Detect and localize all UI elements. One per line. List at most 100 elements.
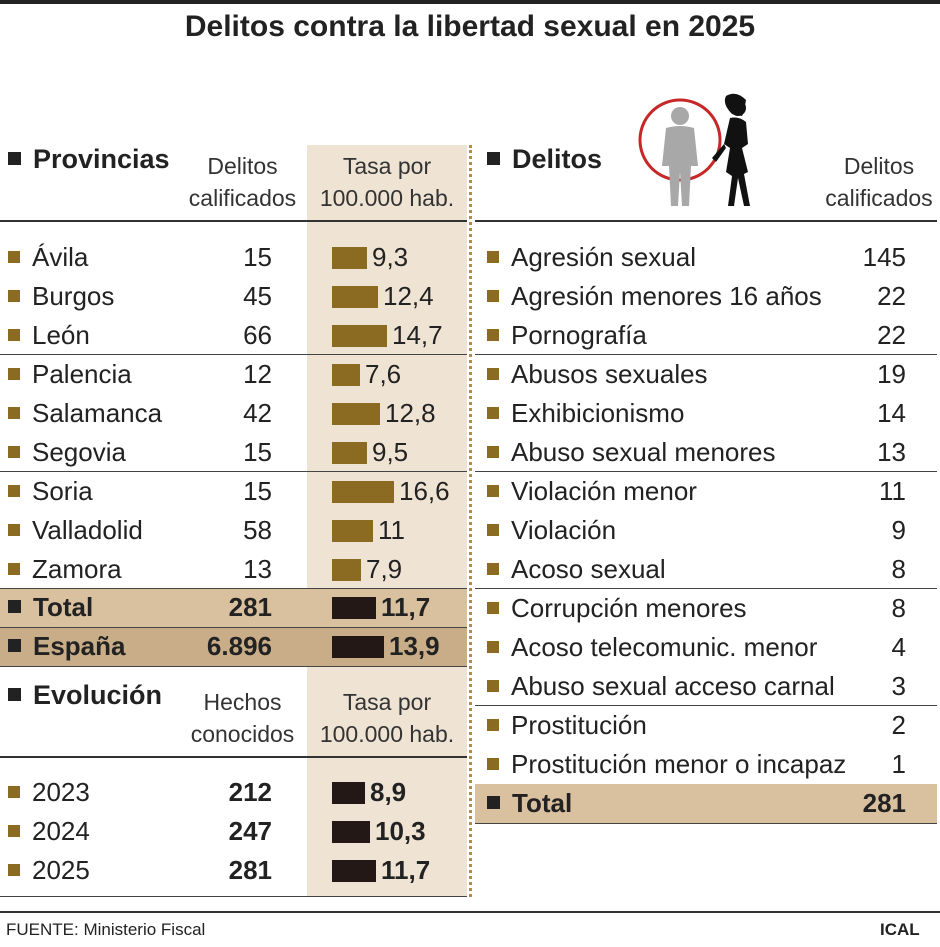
tasa-value: 11	[378, 515, 405, 545]
total-row-bg	[0, 588, 467, 627]
col-header-line: Delitos	[207, 153, 278, 179]
provincia-name: Soria	[8, 472, 93, 511]
delito-name: Pornografía	[487, 316, 647, 355]
delito-label: Violación	[511, 515, 617, 545]
delito-value: 11	[879, 476, 906, 506]
tasa-value: 13,9	[389, 631, 440, 661]
tasa-value: 16,6	[399, 476, 450, 506]
espana-delitos: 6.896	[206, 631, 272, 661]
square-bullet-icon	[8, 290, 20, 302]
provincias-header: Provincias	[8, 144, 170, 175]
column-divider	[469, 145, 472, 897]
square-bullet-icon	[487, 758, 499, 770]
row-rule	[475, 823, 937, 824]
col-header-line: Delitos	[843, 153, 915, 179]
group-divider	[475, 705, 937, 706]
tasa-bar	[332, 442, 367, 464]
provincia-delitos: 15	[243, 437, 272, 467]
provincia-delitos: 45	[243, 281, 272, 311]
couple-silhouette-icon	[638, 93, 750, 206]
provincia-label: Ávila	[32, 242, 89, 272]
footer-rule	[0, 911, 940, 913]
provincia-name: Salamanca	[8, 394, 162, 433]
tasa-bar	[332, 364, 360, 386]
delito-name: Agresión menores 16 años	[487, 277, 822, 316]
provincia-label: Salamanca	[32, 398, 163, 428]
delito-value: 8	[891, 554, 906, 584]
brand-logo: ICAL	[880, 920, 920, 939]
page-title: Delitos contra la libertad sexual en 202…	[184, 10, 756, 43]
delito-value: 13	[877, 437, 906, 467]
delito-value: 4	[891, 632, 906, 662]
square-bullet-icon	[8, 524, 20, 536]
tasa-bar	[332, 559, 361, 581]
tasa-bar	[332, 481, 394, 503]
delito-name: Abuso sexual acceso carnal	[487, 667, 835, 706]
col-header-line: conocidos	[190, 721, 295, 747]
delito-label: Agresión sexual	[511, 242, 696, 272]
delito-name: Violación menor	[487, 472, 697, 511]
square-bullet-icon	[487, 446, 499, 458]
delito-value: 3	[891, 671, 906, 701]
provincia-name: Valladolid	[8, 511, 143, 550]
delito-name: Exhibicionismo	[487, 394, 684, 433]
provincia-name: Ávila	[8, 238, 88, 277]
delito-name: Prostitución	[487, 706, 647, 745]
evolucion-hechos: 247	[228, 816, 272, 846]
provincia-name: Segovia	[8, 433, 126, 472]
delitos-header-rule	[475, 220, 937, 222]
year-label: 2023	[32, 777, 90, 807]
tasa-value: 11,7	[381, 855, 431, 885]
group-divider	[475, 354, 937, 355]
tasa-value: 9,3	[372, 242, 409, 272]
year-label: 2025	[32, 855, 90, 885]
delito-label: Pornografía	[511, 320, 647, 350]
square-bullet-icon	[487, 796, 500, 809]
delito-value: 19	[877, 359, 906, 389]
delito-name: Acoso sexual	[487, 550, 666, 589]
tasa-value: 7,6	[365, 359, 402, 389]
delito-label: Abusos sexuales	[511, 359, 708, 389]
delito-name: Abusos sexuales	[487, 355, 708, 394]
delito-label: Agresión menores 16 años	[511, 281, 822, 311]
square-bullet-icon	[487, 719, 499, 731]
square-bullet-icon	[8, 251, 20, 263]
total-label: Total	[33, 592, 94, 622]
provincia-delitos: 15	[243, 242, 272, 272]
provincia-delitos: 12	[243, 359, 272, 389]
square-bullet-icon	[8, 864, 20, 876]
col-header-line: Tasa por	[342, 153, 432, 179]
square-bullet-icon	[487, 524, 499, 536]
tasa-value: 9,5	[372, 437, 409, 467]
tasa-value: 8,9	[370, 777, 407, 807]
evolucion-header: Evolución	[8, 680, 162, 711]
group-divider	[475, 471, 937, 472]
square-bullet-icon	[487, 152, 500, 165]
tasa-bar	[332, 247, 367, 269]
square-bullet-icon	[8, 600, 21, 613]
delito-name: Acoso telecomunic. menor	[487, 628, 817, 667]
tasa-bar	[332, 325, 387, 347]
year-label: 2024	[32, 816, 90, 846]
square-bullet-icon	[487, 407, 499, 419]
square-bullet-icon	[487, 641, 499, 653]
delitos-total-bg	[475, 784, 937, 823]
tasa-value: 12,4	[383, 281, 434, 311]
square-bullet-icon	[8, 446, 20, 458]
tasa-value: 12,8	[385, 398, 436, 428]
provincia-name: Zamora	[8, 550, 122, 589]
provincia-label: Segovia	[32, 437, 126, 467]
group-divider	[0, 471, 467, 472]
tasa-bar	[332, 636, 384, 658]
delito-value: 22	[877, 281, 906, 311]
delito-name: Corrupción menores	[487, 589, 747, 628]
delitos-header: Delitos	[487, 144, 602, 175]
square-bullet-icon	[487, 368, 499, 380]
square-bullet-icon	[8, 688, 21, 701]
delitos-total-name: Total	[487, 784, 572, 823]
provincia-label: Valladolid	[32, 515, 143, 545]
delito-label: Abuso sexual menores	[511, 437, 776, 467]
square-bullet-icon	[487, 329, 499, 341]
tasa-bar	[332, 597, 376, 619]
provincia-name: Palencia	[8, 355, 132, 394]
